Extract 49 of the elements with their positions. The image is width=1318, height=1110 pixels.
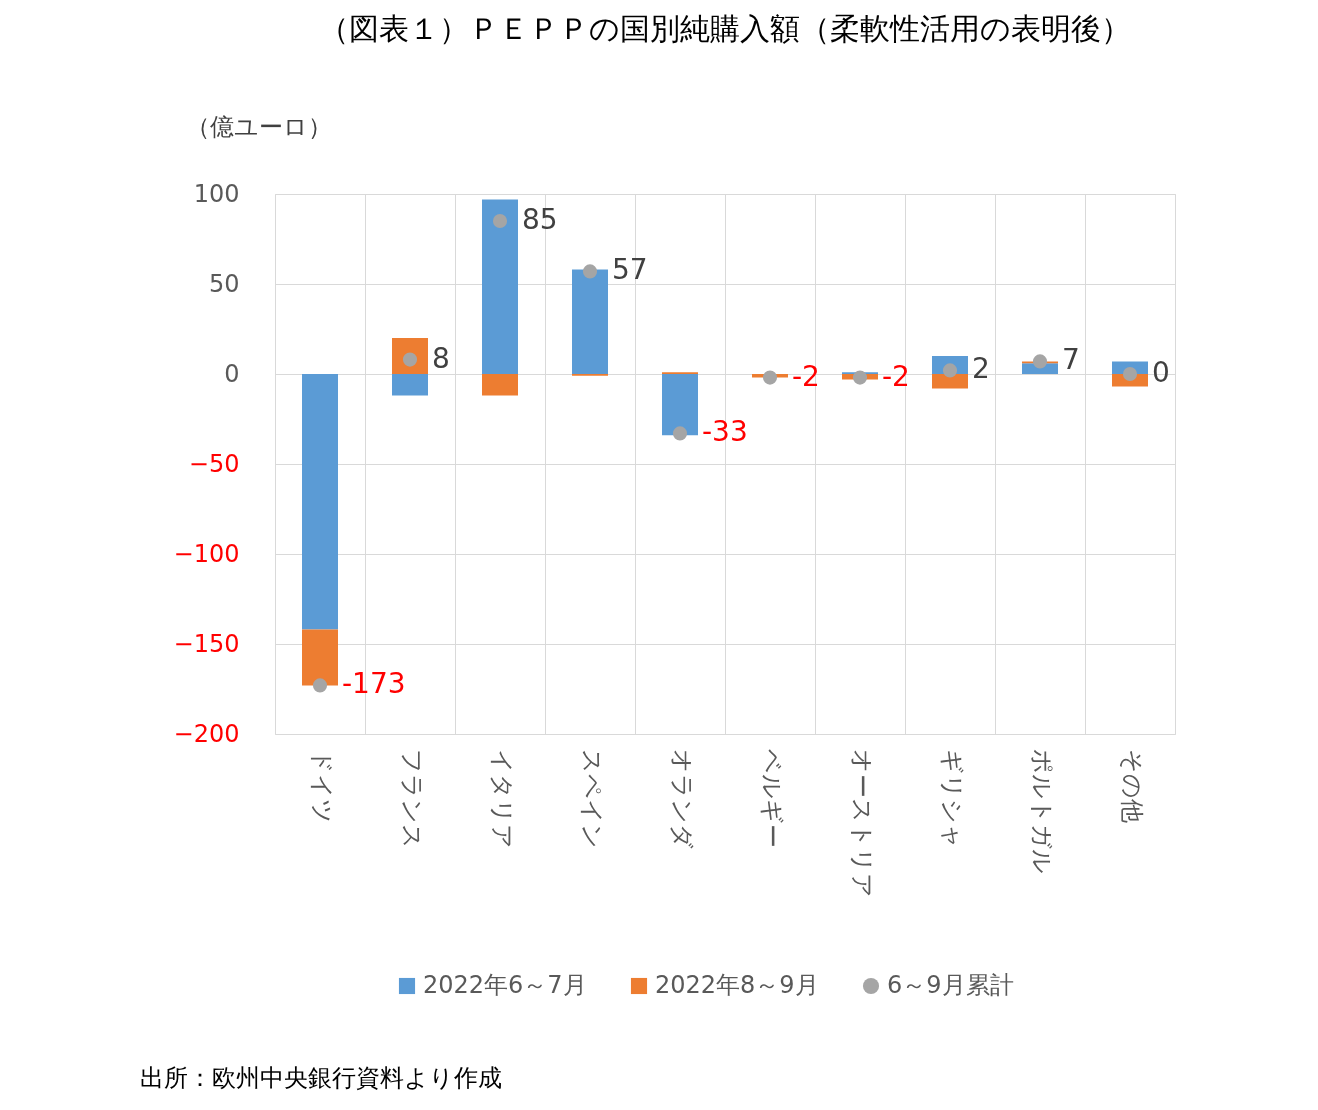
text: 出所：欧州中央銀行資料より作成	[140, 1064, 502, 1092]
data-label: -2	[792, 359, 820, 393]
data-label: -2	[882, 359, 910, 393]
data-label: 2	[972, 352, 990, 386]
point	[1122, 366, 1138, 382]
x-tick-label: その他	[1117, 748, 1146, 823]
data-label: -33	[702, 415, 748, 449]
x-tick-label: ギリシャ	[937, 748, 966, 849]
legend-label: 6～9月累計	[887, 971, 1014, 999]
point	[762, 370, 778, 385]
legend-label: 2022年6～7月	[423, 971, 587, 999]
bar	[302, 629, 338, 686]
bar	[662, 374, 698, 436]
y-tick-label: 50	[208, 269, 240, 298]
x-tick-label: フランス	[397, 748, 426, 849]
y-tick-label: 100	[193, 179, 240, 208]
data-label: -173	[342, 667, 406, 701]
x-tick-label: ベルギー	[757, 748, 786, 848]
data-label: 8	[432, 341, 450, 375]
data-label: 85	[522, 203, 558, 236]
point	[852, 370, 868, 385]
bar	[392, 374, 428, 396]
point	[582, 264, 598, 279]
bar	[932, 374, 968, 389]
data-label: 0	[1152, 356, 1170, 389]
y-tick-label: −150	[173, 629, 240, 658]
data-label: 7	[1062, 343, 1080, 377]
point	[1032, 354, 1048, 369]
x-tick-label: ポルトガル	[1027, 748, 1056, 874]
point	[492, 213, 508, 229]
bar	[482, 374, 518, 396]
y-tick-label: −100	[173, 539, 240, 568]
point	[672, 426, 688, 441]
x-tick-label: イタリア	[487, 748, 516, 849]
bar	[482, 199, 518, 374]
y-tick-label: 0	[224, 359, 240, 388]
bar	[302, 374, 338, 630]
x-tick-label: オーストリア	[847, 748, 876, 898]
legend-label: 2022年8～9月	[655, 971, 819, 999]
x-tick-label: スペイン	[577, 748, 606, 849]
y-tick-label: −50	[188, 449, 240, 478]
point	[312, 678, 328, 693]
y-tick-label: −200	[173, 719, 240, 748]
bar	[572, 269, 608, 374]
x-tick-label: ドイツ	[307, 748, 336, 824]
y-axis-title: （億ユーロ）	[185, 112, 332, 141]
data-label: 57	[612, 253, 648, 287]
chart-title: （図表１）ＰＥＰＰの国別純購入額（柔軟性活用の表明後）	[319, 11, 1131, 46]
x-tick-label: オランダ	[667, 748, 696, 849]
